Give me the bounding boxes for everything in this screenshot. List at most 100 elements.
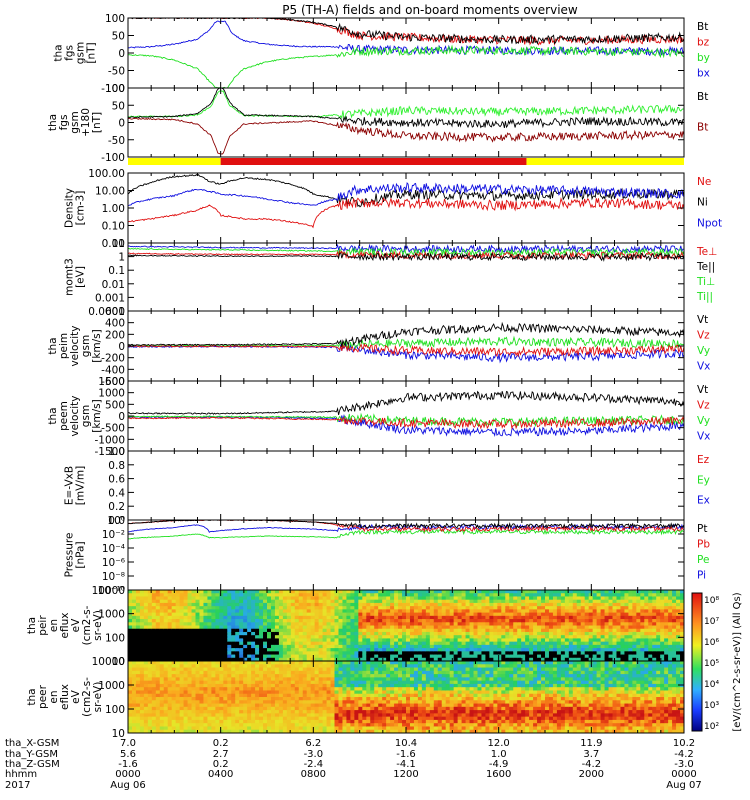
spectrogram-cell — [652, 654, 657, 659]
spectrogram-cell — [243, 723, 248, 728]
spectrogram-cell — [406, 635, 411, 640]
spectrogram-cell — [175, 615, 181, 620]
spectrogram-cell — [163, 635, 169, 640]
spectrogram-cell — [298, 690, 304, 695]
spectrogram-cell — [223, 729, 228, 733]
spectrogram-cell — [541, 631, 546, 636]
spectrogram-cell — [203, 716, 209, 721]
spectrogram-cell — [366, 644, 371, 649]
spectrogram-cell — [421, 602, 427, 607]
spectrogram-cell — [616, 615, 622, 620]
spectrogram-cell — [386, 648, 391, 652]
spectrogram-cell — [354, 622, 359, 627]
spectrogram-cell — [306, 713, 312, 718]
spectrogram-cell — [302, 687, 308, 692]
spectrogram-cell — [445, 609, 451, 614]
spectrogram-cell — [318, 706, 324, 711]
spectrogram-cell — [175, 697, 181, 701]
spectrogram-cell — [548, 609, 554, 614]
spectrogram-cell — [183, 654, 189, 659]
spectrogram-cell — [251, 596, 256, 601]
spectrogram-cell — [338, 654, 344, 659]
spectrogram-cell — [314, 638, 320, 643]
spectrogram-cell — [461, 654, 467, 659]
spectrogram-cell — [608, 651, 614, 656]
spectrogram-cell — [167, 674, 173, 678]
spectrogram-cell — [326, 648, 332, 652]
spectrogram-cell — [310, 693, 316, 698]
spectrogram-cell — [656, 654, 661, 659]
spectrogram-cell — [135, 644, 141, 649]
y-tick-label: 1.0 — [108, 446, 125, 458]
spectrogram-cell — [151, 651, 157, 656]
spectrogram-cell — [243, 716, 248, 721]
spectrogram-cell — [572, 644, 578, 649]
spectrogram-cell — [346, 648, 351, 652]
spectrogram-cell — [183, 690, 189, 695]
spectrogram-cell — [131, 664, 137, 669]
spectrogram-cell — [592, 638, 598, 643]
spectrogram-cell — [572, 625, 578, 630]
spectrogram-cell — [592, 596, 598, 601]
spectrogram-cell — [366, 635, 371, 640]
spectrogram-cell — [251, 670, 256, 675]
spectrogram-cell — [318, 719, 324, 724]
spectrogram-cell — [600, 612, 606, 617]
spectrogram-cell — [461, 638, 467, 643]
spectrogram-cell — [270, 602, 276, 607]
spectrogram-cell — [545, 590, 550, 594]
spectrogram-cell — [342, 648, 348, 652]
spectrogram-cell — [163, 657, 169, 661]
spectrogram-cell — [195, 670, 201, 675]
spectrogram-cell — [143, 729, 149, 733]
spectrogram-cell — [310, 628, 316, 633]
spectrogram-cell — [227, 690, 232, 695]
spectrogram-cell — [318, 596, 324, 601]
spectrogram-cell — [135, 680, 141, 685]
spectrogram-cell — [552, 631, 558, 636]
spectrogram-cell — [294, 648, 300, 652]
spectrogram-cell — [179, 690, 185, 695]
spectrogram-cell — [521, 615, 526, 620]
spectrogram-cell — [552, 651, 558, 656]
spectrogram-cell — [131, 693, 137, 698]
spectrogram-cell — [425, 628, 431, 633]
spectrogram-cell — [517, 602, 522, 607]
spectrogram-cell — [294, 713, 300, 718]
spectrogram-cell — [251, 622, 256, 627]
spectrogram-cell — [406, 615, 411, 620]
spectrogram-cell — [481, 628, 487, 633]
spectrogram-cell — [556, 599, 562, 604]
spectrogram-cell — [231, 622, 236, 627]
spectrogram-cell — [267, 619, 272, 623]
spectrogram-cell — [429, 612, 435, 617]
y-tick-label: 0.8 — [108, 460, 125, 472]
spectrogram-cell — [656, 593, 661, 598]
spectrogram-cell — [334, 596, 340, 601]
spectrogram-cell — [179, 677, 185, 682]
spectrogram-cell — [247, 693, 252, 698]
spectrogram-cell — [183, 606, 189, 610]
spectrogram-cell — [302, 700, 308, 705]
spectrogram-cell — [259, 612, 264, 617]
spectrogram-cell — [239, 690, 244, 695]
spectrogram-cell — [175, 590, 181, 594]
spectrogram-cell — [584, 612, 590, 617]
spectrogram-cell — [572, 657, 578, 661]
spectrogram-cell — [322, 602, 328, 607]
spectrogram-cell — [159, 667, 165, 672]
spectrogram-cell — [139, 680, 145, 685]
spectrogram-cell — [147, 615, 153, 620]
spectrogram-cell — [155, 706, 161, 711]
spectrogram-cell — [155, 700, 161, 705]
spectrogram-cell — [338, 700, 344, 705]
spectrogram-cell — [664, 657, 669, 661]
spectrogram-cell — [290, 615, 296, 620]
spectrogram-cell — [215, 631, 220, 636]
spectrogram-cell — [334, 700, 340, 705]
spectrogram-cell — [322, 664, 328, 669]
spectrogram-cell — [596, 602, 602, 607]
spectrogram-cell — [362, 602, 367, 607]
spectrogram-cell — [346, 631, 351, 636]
spectrogram-cell — [255, 615, 260, 620]
